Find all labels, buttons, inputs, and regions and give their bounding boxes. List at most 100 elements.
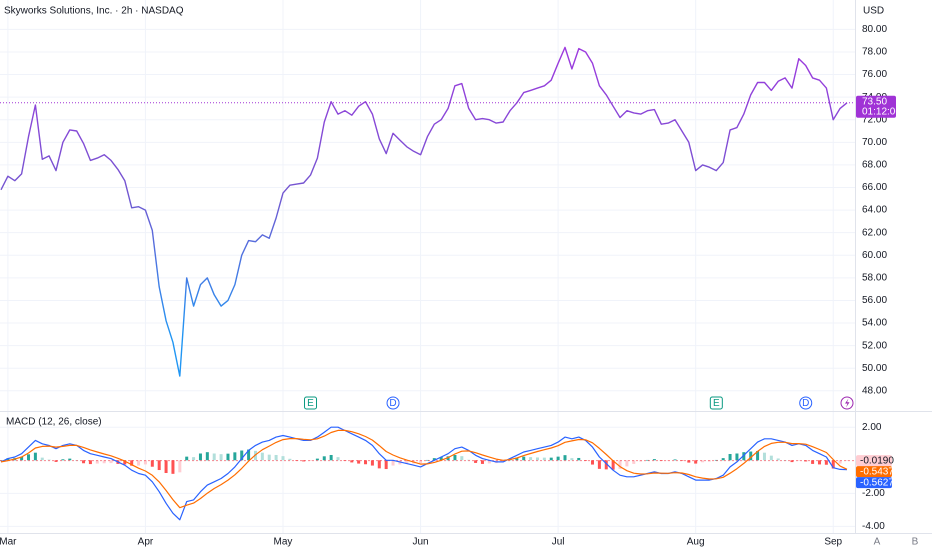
event-badge	[799, 396, 813, 410]
event-marker[interactable]: D	[386, 396, 400, 410]
histogram-bar	[824, 460, 828, 465]
histogram-bar	[391, 460, 395, 466]
histogram-bar	[205, 452, 209, 461]
y-tick-label: 78.00	[862, 47, 887, 58]
histogram-bar	[185, 456, 189, 461]
histogram-bar	[776, 458, 780, 461]
event-marker[interactable]: E	[709, 396, 723, 410]
y-tick-label: 70.00	[862, 137, 887, 148]
footer-button[interactable]: A	[874, 537, 881, 548]
histogram-bar	[267, 454, 271, 461]
event-label: D	[389, 398, 396, 409]
histogram-bar	[40, 457, 44, 461]
histogram-bar	[577, 457, 581, 461]
signal-line	[0, 429, 848, 509]
histogram-bar	[480, 460, 484, 464]
histogram-bar	[460, 456, 464, 461]
histogram-bar	[487, 460, 491, 464]
histogram-bar	[817, 460, 821, 465]
histogram-bar	[673, 459, 677, 461]
histogram-bar	[542, 457, 546, 461]
y-tick-label: 56.00	[862, 295, 887, 306]
histogram-bar	[735, 453, 739, 461]
histogram-bar	[439, 456, 443, 461]
y-tick-label: 2.00	[862, 422, 882, 433]
histogram-bar	[240, 450, 244, 461]
footer-button-label: A	[874, 537, 881, 548]
histogram-bar	[563, 455, 567, 461]
event-marker[interactable]: E	[304, 396, 318, 410]
last-price-box	[856, 95, 896, 118]
price-line	[0, 46, 848, 377]
event-badge	[386, 396, 400, 410]
histogram-bar	[831, 460, 835, 469]
histogram-bar	[694, 460, 698, 464]
histogram-bar	[769, 455, 773, 461]
currency[interactable]: USD	[863, 6, 884, 17]
histogram-bar	[198, 453, 202, 461]
grid-layer	[0, 0, 855, 533]
signal-value-label: -0.5437	[860, 467, 894, 478]
footer-button-label: B	[912, 537, 919, 548]
y-tick-label: 58.00	[862, 272, 887, 283]
histogram-bar	[226, 453, 230, 461]
x-tick-label: Sep	[824, 537, 842, 548]
histogram-bar	[728, 453, 732, 461]
histogram-bar	[357, 460, 361, 464]
last-price-label: 73.50	[862, 96, 887, 107]
indicator-title: MACD (12, 26, close)	[6, 417, 102, 428]
histogram-bar	[790, 460, 794, 463]
histogram-bar	[370, 460, 374, 466]
histogram-bar	[604, 460, 608, 470]
histogram-bar	[556, 456, 560, 461]
histogram-bar	[123, 460, 127, 465]
event-marker[interactable]: D	[799, 396, 813, 410]
y-tick-label: 72.00	[862, 114, 887, 125]
histogram-bar	[425, 459, 429, 461]
macd-value-label: -0.5627	[860, 478, 894, 489]
event-badge	[304, 396, 318, 410]
histogram-bar	[811, 460, 815, 464]
histogram-bar	[535, 457, 539, 461]
histogram-bar	[446, 456, 450, 461]
event-label: D	[802, 398, 809, 409]
histogram-bar	[95, 460, 99, 464]
y-tick-label: 68.00	[862, 160, 887, 171]
histogram-bar	[309, 460, 313, 461]
histogram-bar	[20, 456, 24, 461]
macd-line	[0, 426, 848, 521]
histogram-bar	[701, 460, 705, 463]
histogram-bar	[749, 451, 753, 461]
dividend-flash[interactable]	[840, 396, 854, 410]
histogram-bar	[515, 457, 519, 461]
footer-button[interactable]: B	[912, 537, 919, 548]
y-tick-label: 50.00	[862, 363, 887, 374]
histogram-bar	[652, 459, 656, 461]
y-tick-label: -2.00	[862, 488, 885, 499]
histogram-bar	[756, 451, 760, 461]
histogram-bar	[549, 457, 553, 461]
histogram-bar	[137, 460, 141, 466]
countdown: 01:12:06	[862, 106, 901, 117]
histogram-bar	[178, 460, 182, 473]
y-tick-label: -4.00	[862, 521, 885, 532]
histogram-bar	[61, 459, 65, 461]
histogram-bar	[130, 460, 134, 466]
histogram-bar	[570, 458, 574, 461]
histogram-bar	[597, 460, 601, 469]
histogram-bar	[281, 456, 285, 461]
chart-title: Skyworks Solutions, Inc. · 2h · NASDAQ	[4, 6, 184, 17]
x-tick-label: Mar	[0, 537, 17, 548]
y-tick-label: 48.00	[862, 385, 887, 396]
histogram-bar	[219, 454, 223, 461]
histogram-bar	[6, 458, 10, 461]
histogram-bar	[82, 460, 86, 464]
histogram-bar	[762, 452, 766, 461]
histogram-bar	[529, 457, 533, 461]
histogram-bar	[721, 458, 725, 461]
histogram-bar	[233, 452, 237, 461]
histogram-bar	[632, 460, 636, 464]
